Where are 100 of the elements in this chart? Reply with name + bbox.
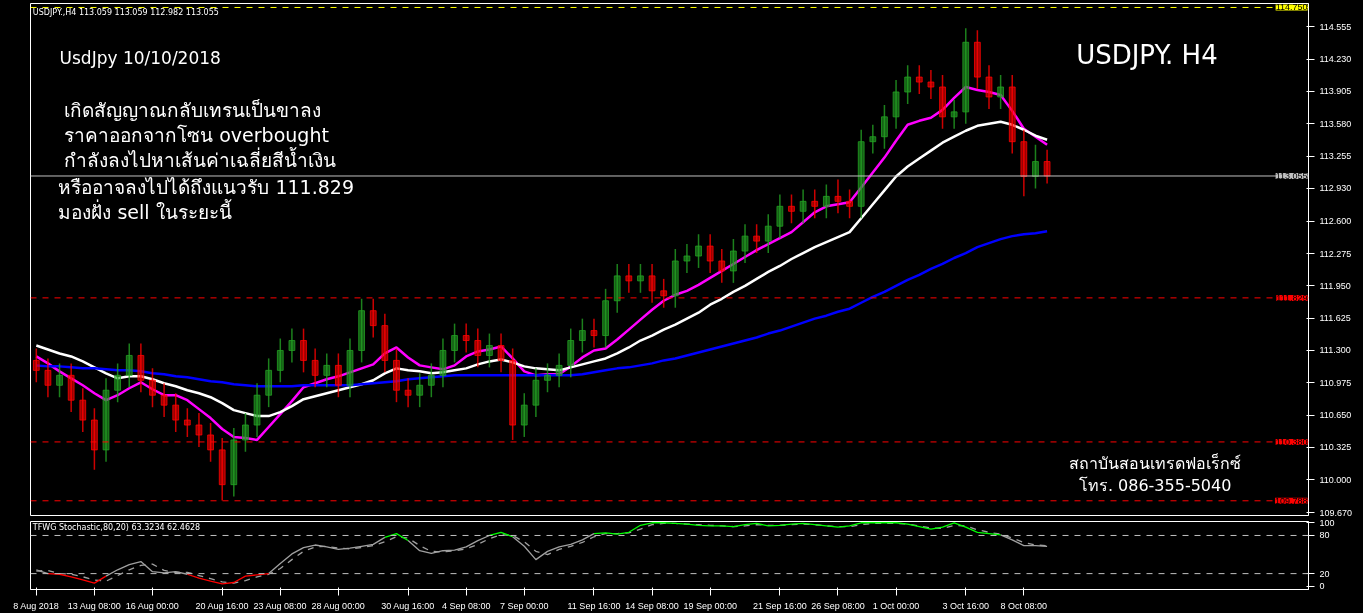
ref-line-label: 111.829	[1276, 292, 1308, 303]
candlestick	[520, 392, 528, 438]
annotation: มองฝั่ง sell ในระยะนี้	[58, 199, 232, 224]
candlestick	[625, 263, 633, 294]
candlestick	[962, 27, 970, 125]
candlestick	[462, 322, 470, 354]
x-tick-label: 19 Sep 00:00	[683, 600, 737, 611]
annotation: UsdJpy 10/10/2018	[59, 48, 221, 69]
x-tick-label: 20 Aug 16:00	[195, 600, 249, 611]
candlestick	[56, 362, 63, 398]
candlestick	[1020, 129, 1028, 198]
candlestick	[671, 248, 679, 309]
candlestick	[427, 362, 435, 398]
candlestick	[416, 372, 424, 408]
y-tick-label: 113.580	[1319, 118, 1352, 129]
y-tick-label: 111.950	[1319, 280, 1351, 291]
annotation: ราคาออกจากโซน overbought	[64, 123, 329, 146]
candlestick	[730, 238, 737, 284]
candlestick	[1032, 143, 1039, 190]
candlestick	[834, 178, 842, 215]
candlestick	[288, 327, 296, 364]
candlestick	[323, 352, 331, 388]
x-tick-label: 16 Aug 00:00	[125, 600, 179, 611]
ref-line-label: 113.055	[1275, 170, 1308, 181]
annotation: กำลังลงไปหาเส้นค่าเฉลี่ยสีน้ำเงิน	[64, 146, 337, 171]
y-tick-label: 113.255	[1319, 151, 1352, 162]
x-tick-label: 30 Aug 16:00	[381, 600, 435, 611]
candlestick	[718, 248, 726, 284]
y-tick-label: 114.555	[1319, 21, 1352, 32]
candlestick	[242, 412, 249, 453]
candlestick	[1008, 74, 1016, 155]
text: โทร. 086-355-5040	[1078, 476, 1232, 496]
x-tick-label: 26 Sep 08:00	[811, 600, 865, 611]
candlestick	[881, 104, 888, 150]
x-tick-label: 23 Aug 08:00	[253, 600, 307, 611]
candlestick	[172, 392, 180, 433]
candlestick	[79, 387, 87, 433]
y-tick-label: 100	[1319, 517, 1335, 528]
candlestick	[1043, 148, 1051, 185]
x-tick-label: 14 Sep 08:00	[625, 600, 679, 611]
candlestick	[474, 327, 482, 369]
y-tick-label: 0	[1319, 581, 1325, 592]
y-tick-label: 110.650	[1319, 410, 1352, 421]
candlestick	[44, 357, 52, 398]
candlestick	[857, 129, 865, 219]
candlestick	[149, 367, 156, 408]
candlestick	[125, 342, 133, 388]
text: USDJPY. H4	[1076, 40, 1218, 71]
y-tick-label: 112.600	[1319, 216, 1352, 227]
candlestick	[822, 183, 830, 219]
candlestick	[846, 188, 853, 219]
candlestick	[904, 64, 912, 105]
y-tick-label: 20	[1319, 568, 1330, 579]
x-tick-label: 13 Aug 08:00	[67, 600, 121, 611]
candlestick	[811, 188, 819, 219]
candlestick	[497, 332, 505, 374]
candlestick	[381, 312, 389, 374]
candlestick	[753, 223, 761, 254]
line-series	[35, 120, 1049, 418]
candlestick	[915, 64, 923, 95]
candlestick	[114, 362, 122, 403]
candlestick	[555, 352, 563, 388]
y-tick-label: 110.325	[1319, 442, 1352, 453]
candlestick	[160, 382, 168, 418]
x-tick-label: 8 Oct 08:00	[1000, 600, 1048, 611]
ref-line-label: 114.750	[1275, 2, 1308, 13]
candlestick	[486, 332, 493, 369]
candlestick	[788, 193, 795, 224]
candlestick	[997, 74, 1005, 110]
annotation: หรืออาจลงไปได้ถึงแนวรับ 111.829	[58, 176, 354, 199]
candlestick	[300, 327, 307, 374]
y-tick-label: 112.275	[1319, 248, 1352, 259]
x-tick-label: 7 Sep 00:00	[500, 600, 549, 611]
candlestick	[741, 223, 749, 264]
candlestick	[683, 243, 691, 274]
candlestick	[764, 213, 772, 254]
candlestick	[67, 362, 75, 413]
candlestick	[32, 347, 40, 384]
candlestick	[346, 337, 354, 398]
candlestick	[393, 347, 400, 403]
x-tick-label: 4 Sep 08:00	[441, 600, 491, 611]
text: สถาบันสอนเทรดฟอเร็กซ์	[1069, 453, 1242, 474]
x-tick-label: 8 Aug 2018	[13, 600, 59, 611]
y-tick-label: 111.300	[1319, 345, 1351, 356]
x-tick-label: 21 Sep 16:00	[753, 600, 807, 611]
candlestick	[334, 352, 342, 398]
y-tick-label: 109.670	[1319, 507, 1353, 518]
x-tick-label: 28 Aug 00:00	[311, 600, 365, 611]
candlestick	[404, 377, 412, 408]
annotation: TFWG Stochastic,80,20) 63.3234 62.4628	[31, 522, 201, 532]
y-tick-label: 113.905	[1319, 86, 1352, 97]
candlestick	[985, 64, 993, 110]
y-tick-label: 114.230	[1319, 54, 1352, 65]
candlestick	[892, 79, 900, 130]
candlestick	[695, 233, 702, 269]
y-tick-label: 111.625	[1319, 313, 1351, 324]
annotation: เกิดสัญญาณกลับเทรนเป็นขาลง	[64, 97, 322, 122]
candlestick	[799, 188, 807, 224]
candlestick	[102, 377, 110, 463]
x-tick-label: 11 Sep 16:00	[567, 600, 621, 611]
